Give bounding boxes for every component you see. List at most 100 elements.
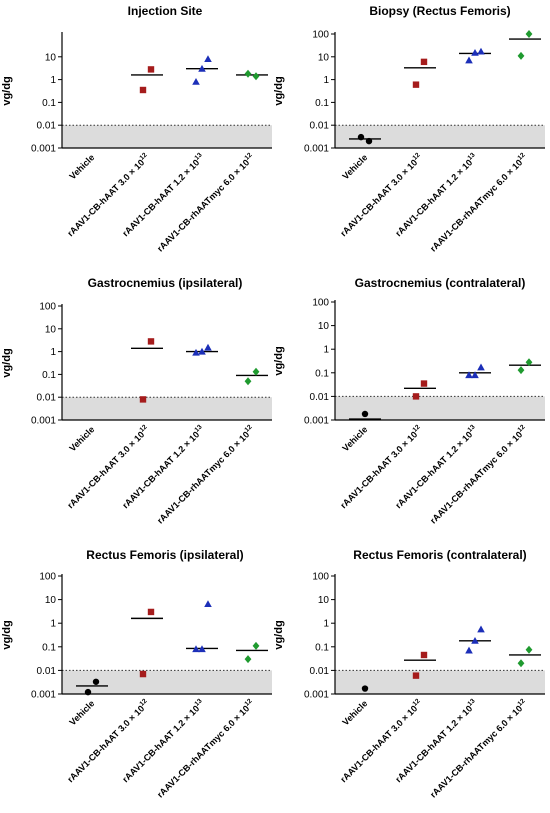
x-tick-label-text: rAAV1-CB-rhAATmyc 6.0 × 10 xyxy=(428,703,524,799)
x-tick-label: Vehicle xyxy=(67,424,96,453)
data-point xyxy=(517,659,525,668)
y-tick-label: 10 xyxy=(318,321,330,332)
y-tick-label: 0.001 xyxy=(31,416,56,427)
y-axis-label: vg/dg xyxy=(1,620,13,649)
y-tick-label: 1 xyxy=(50,347,56,358)
data-point xyxy=(198,347,206,355)
x-tick-label-exponent: 13 xyxy=(194,697,204,707)
data-point xyxy=(198,645,206,653)
x-tick-label-exponent: 12 xyxy=(244,697,254,707)
data-point xyxy=(244,655,252,664)
y-tick-label: 100 xyxy=(312,30,329,41)
x-tick-label: rAAV1-CB-rhAATmyc 6.0 × 1012 xyxy=(427,151,529,253)
chart-panel-5: Rectus Femoris (ipsilateral) 0.001 0.01 0.1… xyxy=(1,548,272,800)
data-point xyxy=(361,410,369,418)
y-tick-label: 0.1 xyxy=(315,368,329,379)
data-point xyxy=(204,600,212,608)
y-tick-label: 100 xyxy=(312,298,329,309)
x-tick-label: rAAV1-CB-rhAATmyc 6.0 × 1012 xyxy=(154,423,256,525)
x-tick-label: Vehicle xyxy=(340,424,369,453)
y-tick-label: 0.01 xyxy=(37,393,57,404)
y-tick-label: 0.001 xyxy=(31,690,56,701)
y-tick-label: 1 xyxy=(323,75,329,86)
chart-title: Rectus Femoris (contralateral) xyxy=(353,548,526,562)
data-point xyxy=(465,646,473,654)
y-tick-label: 100 xyxy=(39,572,56,583)
y-tick-label: 100 xyxy=(312,572,329,583)
x-tick-label: rAAV1-CB-rhAATmyc 6.0 × 1012 xyxy=(154,151,256,253)
data-point xyxy=(471,636,479,644)
y-tick-label: 0.01 xyxy=(37,121,57,132)
y-tick-label: 10 xyxy=(45,52,57,63)
data-point xyxy=(525,358,533,367)
y-tick-label: 0.1 xyxy=(42,370,56,381)
chart-title: Injection Site xyxy=(128,4,203,18)
x-tick-label-exponent: 12 xyxy=(412,423,422,433)
x-tick-label-exponent: 12 xyxy=(244,151,254,161)
y-tick-label: 1 xyxy=(50,75,56,86)
x-tick-label: Vehicle xyxy=(67,698,96,727)
x-tick-label-text: Vehicle xyxy=(340,698,369,727)
chart-title: Gastrocnemius (ipsilateral) xyxy=(88,276,243,290)
below-threshold-region xyxy=(335,125,545,148)
y-axis-label: vg/dg xyxy=(273,76,285,105)
data-point xyxy=(198,64,206,72)
chart-title: Rectus Femoris (ipsilateral) xyxy=(86,548,243,562)
data-point xyxy=(147,338,155,345)
data-point xyxy=(420,651,428,659)
x-tick-label-text: rAAV1-CB-rhAATmyc 6.0 × 10 xyxy=(155,157,251,253)
data-point xyxy=(477,47,485,55)
below-threshold-region xyxy=(62,125,272,148)
y-tick-label: 10 xyxy=(45,595,57,606)
y-tick-label: 0.1 xyxy=(315,642,329,653)
chart-panel-6: Rectus Femoris (contralateral) 0.001 0.01 0… xyxy=(273,548,545,800)
x-tick-label: rAAV1-CB-rhAATmyc 6.0 × 1012 xyxy=(427,423,529,525)
x-tick-label-text: Vehicle xyxy=(340,152,369,181)
x-tick-label-text: rAAV1-CB-rhAATmyc 6.0 × 10 xyxy=(428,157,524,253)
x-tick-label-exponent: 12 xyxy=(412,697,422,707)
data-point xyxy=(252,367,260,376)
data-point xyxy=(147,66,155,73)
y-axis-label: vg/dg xyxy=(1,348,13,377)
x-tick-label-text: Vehicle xyxy=(67,152,96,181)
y-tick-label: 10 xyxy=(45,324,57,335)
y-tick-label: 100 xyxy=(39,302,56,313)
x-tick-label-exponent: 12 xyxy=(412,151,422,161)
data-point xyxy=(139,670,147,678)
x-tick-label-exponent: 12 xyxy=(517,423,527,433)
y-tick-label: 0.01 xyxy=(310,666,330,677)
x-tick-label: Vehicle xyxy=(340,152,369,181)
data-point xyxy=(84,688,92,696)
data-point xyxy=(517,51,525,60)
data-point xyxy=(192,78,200,85)
data-point xyxy=(147,608,155,616)
x-tick-label-text: rAAV1-CB-rhAATmyc 6.0 × 10 xyxy=(428,429,524,525)
x-tick-label: rAAV1-CB-rhAATmyc 6.0 × 1012 xyxy=(427,697,529,799)
data-point xyxy=(204,343,212,351)
x-tick-label-exponent: 13 xyxy=(467,697,477,707)
data-point xyxy=(412,81,420,88)
data-point xyxy=(139,396,147,403)
chart-panel-2: Biopsy (Rectus Femoris) 0.001 0.01 0.1 1 10 10… xyxy=(273,4,545,254)
x-tick-label-text: Vehicle xyxy=(67,698,96,727)
y-axis-label: vg/dg xyxy=(1,76,13,105)
data-point xyxy=(525,30,533,38)
data-point xyxy=(92,678,100,685)
x-tick-label-text: rAAV1-CB-rhAATmyc 6.0 × 10 xyxy=(155,429,251,525)
data-point xyxy=(525,645,533,654)
y-tick-label: 0.1 xyxy=(42,98,56,109)
y-tick-label: 0.1 xyxy=(42,642,56,653)
y-tick-label: 1 xyxy=(50,619,56,630)
x-tick-label-exponent: 12 xyxy=(139,423,149,433)
x-tick-label-exponent: 12 xyxy=(517,151,527,161)
x-tick-label-exponent: 12 xyxy=(139,151,149,161)
x-tick-label: rAAV1-CB-rhAATmyc 6.0 × 1012 xyxy=(154,697,256,799)
below-threshold-region xyxy=(335,396,545,420)
data-point xyxy=(192,645,200,653)
data-point xyxy=(471,48,479,56)
y-tick-label: 0.01 xyxy=(310,121,330,132)
data-point xyxy=(420,380,428,387)
data-point xyxy=(192,348,200,356)
y-tick-label: 1 xyxy=(323,345,329,356)
y-tick-label: 0.001 xyxy=(304,144,329,155)
